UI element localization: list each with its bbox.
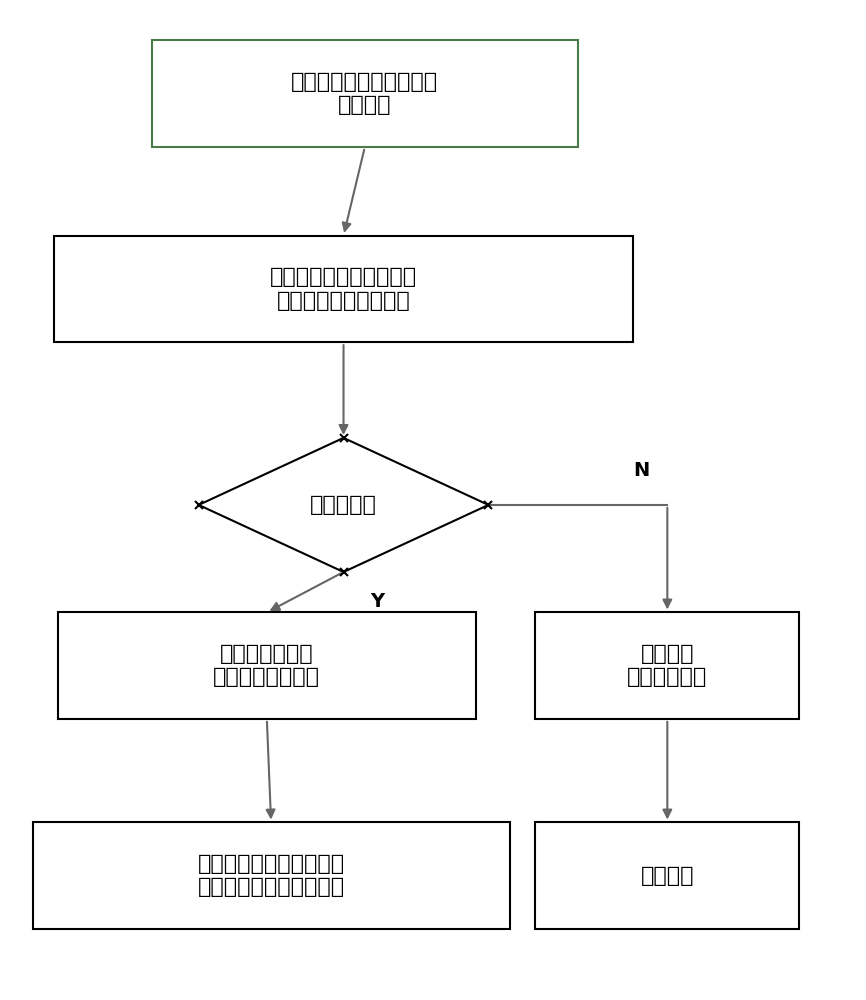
- Text: 故障触发？: 故障触发？: [310, 495, 377, 515]
- Text: 设置故障前机床运行状态
数据类型: 设置故障前机床运行状态 数据类型: [291, 72, 438, 115]
- Bar: [54, 236, 633, 342]
- Text: 缓存区中
数据循环缓存: 缓存区中 数据循环缓存: [627, 644, 708, 687]
- Text: 将运行状况数据不间断循
环采集到数据缓存区中: 将运行状况数据不间断循 环采集到数据缓存区中: [270, 267, 417, 311]
- Bar: [33, 822, 510, 929]
- Bar: [58, 612, 475, 719]
- Text: N: N: [634, 461, 650, 480]
- Text: 将缓存区中数据
保存到数据备份区: 将缓存区中数据 保存到数据备份区: [213, 644, 320, 687]
- Polygon shape: [198, 438, 488, 572]
- Text: 在数控装置上对故障前运
行状况数据进行录像回放: 在数控装置上对故障前运 行状况数据进行录像回放: [197, 854, 345, 897]
- Text: Y: Y: [371, 592, 385, 611]
- Text: 完成加工: 完成加工: [641, 866, 694, 886]
- Bar: [535, 822, 799, 929]
- Bar: [152, 40, 578, 147]
- Bar: [535, 612, 799, 719]
